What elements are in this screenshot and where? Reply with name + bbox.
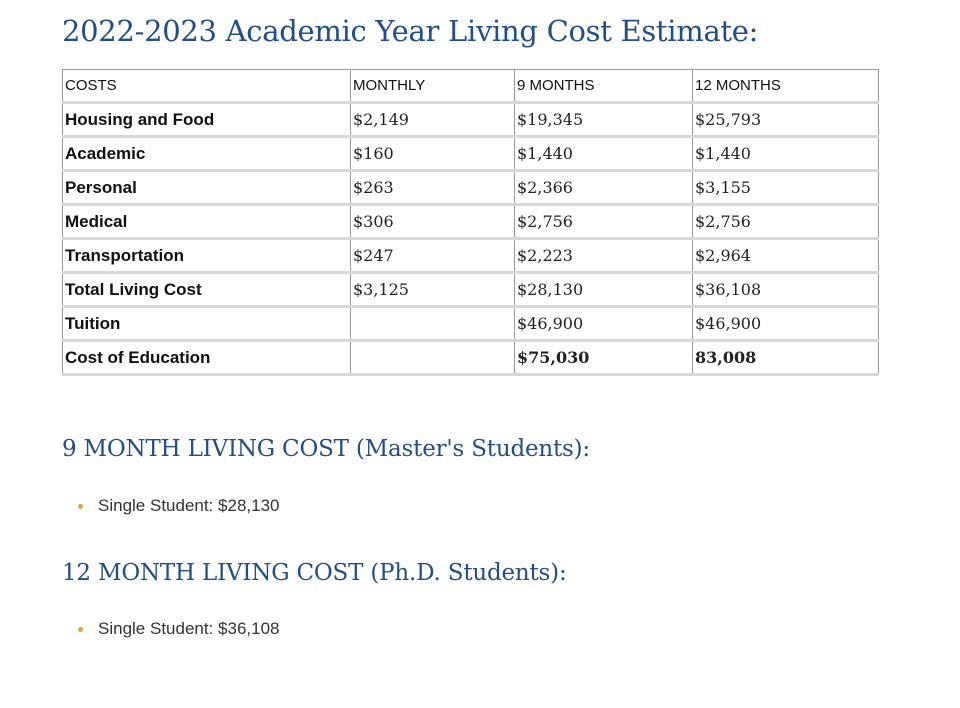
row-label: Medical bbox=[62, 204, 351, 240]
nine-month-value: $75,030 bbox=[514, 340, 693, 376]
twelve-month-value: $36,108 bbox=[692, 272, 879, 308]
table-row: Cost of Education $75,030 83,008 bbox=[62, 340, 879, 376]
twelve-month-value: $2,964 bbox=[692, 238, 879, 274]
monthly-value bbox=[350, 306, 515, 342]
twelve-month-value: $46,900 bbox=[692, 306, 879, 342]
table-row: Total Living Cost $3,125 $28,130 $36,108 bbox=[62, 272, 879, 308]
nine-month-value: $46,900 bbox=[514, 306, 693, 342]
row-label: Cost of Education bbox=[62, 340, 351, 376]
header-costs: COSTS bbox=[62, 69, 351, 104]
nine-month-value: $2,756 bbox=[514, 204, 693, 240]
monthly-value: $247 bbox=[350, 238, 515, 274]
monthly-value: $2,149 bbox=[350, 102, 515, 138]
table-row: Academic $160 $1,440 $1,440 bbox=[62, 136, 879, 172]
list-item: Single Student: $36,108 bbox=[78, 619, 279, 639]
monthly-value bbox=[350, 340, 515, 376]
twelve-month-value: $2,756 bbox=[692, 204, 879, 240]
table-row: Medical $306 $2,756 $2,756 bbox=[62, 204, 879, 240]
nine-month-value: $28,130 bbox=[514, 272, 693, 308]
section-title-9-month: 9 MONTH LIVING COST (Master's Students): bbox=[62, 436, 590, 462]
monthly-value: $3,125 bbox=[350, 272, 515, 308]
row-label: Academic bbox=[62, 136, 351, 172]
nine-month-value: $1,440 bbox=[514, 136, 693, 172]
cost-table: COSTS MONTHLY 9 MONTHS 12 MONTHS Housing… bbox=[62, 69, 879, 376]
row-label: Transportation bbox=[62, 238, 351, 274]
nine-month-value: $19,345 bbox=[514, 102, 693, 138]
table-row: Housing and Food $2,149 $19,345 $25,793 bbox=[62, 102, 879, 138]
nine-month-value: $2,366 bbox=[514, 170, 693, 206]
bullet-dot-icon bbox=[78, 627, 83, 632]
table-row: Tuition $46,900 $46,900 bbox=[62, 306, 879, 342]
row-label: Total Living Cost bbox=[62, 272, 351, 308]
section-title-12-month: 12 MONTH LIVING COST (Ph.D. Students): bbox=[62, 560, 567, 586]
header-12-months: 12 MONTHS bbox=[692, 69, 879, 104]
list-item-text: Single Student: $28,130 bbox=[98, 496, 280, 515]
nine-month-value: $2,223 bbox=[514, 238, 693, 274]
bullet-dot-icon bbox=[78, 504, 83, 509]
twelve-month-value: $25,793 bbox=[692, 102, 879, 138]
monthly-value: $263 bbox=[350, 170, 515, 206]
header-9-months: 9 MONTHS bbox=[514, 69, 693, 104]
row-label: Tuition bbox=[62, 306, 351, 342]
monthly-value: $160 bbox=[350, 136, 515, 172]
bullet-list-12-month: Single Student: $36,108 bbox=[78, 619, 279, 639]
twelve-month-value: 83,008 bbox=[692, 340, 879, 376]
header-monthly: MONTHLY bbox=[350, 69, 515, 104]
row-label: Personal bbox=[62, 170, 351, 206]
row-label: Housing and Food bbox=[62, 102, 351, 138]
twelve-month-value: $3,155 bbox=[692, 170, 879, 206]
twelve-month-value: $1,440 bbox=[692, 136, 879, 172]
list-item: Single Student: $28,130 bbox=[78, 496, 279, 516]
table-row: Transportation $247 $2,223 $2,964 bbox=[62, 238, 879, 274]
page-title: 2022-2023 Academic Year Living Cost Esti… bbox=[62, 14, 759, 48]
monthly-value: $306 bbox=[350, 204, 515, 240]
bullet-list-9-month: Single Student: $28,130 bbox=[78, 496, 279, 516]
table-header-row: COSTS MONTHLY 9 MONTHS 12 MONTHS bbox=[62, 69, 879, 104]
table-row: Personal $263 $2,366 $3,155 bbox=[62, 170, 879, 206]
list-item-text: Single Student: $36,108 bbox=[98, 619, 280, 638]
